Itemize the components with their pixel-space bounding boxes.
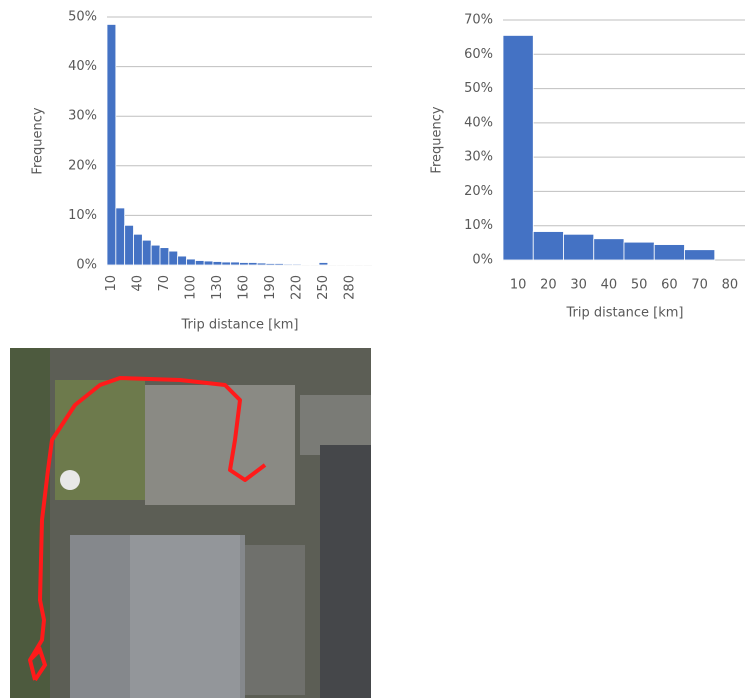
bar xyxy=(563,233,595,261)
bar xyxy=(177,255,187,266)
x-tick-label: 250 xyxy=(316,275,331,300)
bar xyxy=(256,262,267,266)
bar xyxy=(168,250,179,266)
bar xyxy=(133,233,143,266)
x-tick-label: 10 xyxy=(104,275,119,292)
y-tick-label: 70% xyxy=(464,13,493,28)
x-tick-label: 80 xyxy=(722,278,739,293)
y-tick-label: 0% xyxy=(472,253,493,268)
y-tick-label: 50% xyxy=(464,81,493,96)
y-tick-label: 40% xyxy=(68,59,97,74)
x-tick-label: 60 xyxy=(661,278,678,293)
x-tick-label: 40 xyxy=(601,278,618,293)
x-tick-label: 10 xyxy=(510,278,527,293)
bar xyxy=(221,261,232,266)
bar xyxy=(502,35,534,261)
bar xyxy=(194,260,205,266)
bar xyxy=(239,262,249,266)
bar xyxy=(212,261,223,266)
x-tick-label: 20 xyxy=(540,278,557,293)
x-tick-label: 30 xyxy=(570,278,587,293)
bar xyxy=(593,238,625,261)
x-tick-label: 70 xyxy=(157,275,172,292)
bar xyxy=(141,239,152,266)
y-tick-label: 20% xyxy=(68,158,97,173)
bar xyxy=(532,231,564,261)
bar xyxy=(247,262,258,266)
y-tick-label: 60% xyxy=(464,47,493,62)
y-tick-label: 40% xyxy=(464,115,493,130)
x-tick-label: 160 xyxy=(236,275,251,300)
bar xyxy=(203,260,214,266)
chart: 0% 10% 20% 30% 40% 50% 10 40 70 100 130 160 190 220 25… xyxy=(31,10,372,333)
bar xyxy=(623,241,655,261)
x-axis-title: Trip distance [km] xyxy=(181,318,299,333)
x-tick-label: 130 xyxy=(210,275,225,300)
x-tick-label: 220 xyxy=(289,275,304,300)
bar xyxy=(150,244,161,266)
bar xyxy=(292,263,302,266)
bar xyxy=(283,263,293,266)
y-tick-label: 30% xyxy=(464,150,493,165)
y-axis-title: Frequency xyxy=(31,107,46,174)
bar xyxy=(106,24,117,266)
chart: 0% 10% 20% 30% 40% 50% 60% 70% 10 20 30 40 50 60 70 80 F… xyxy=(430,13,745,321)
x-axis-title: Trip distance [km] xyxy=(566,306,684,321)
bar xyxy=(186,258,196,266)
bar xyxy=(274,263,285,266)
y-tick-label: 30% xyxy=(68,109,97,124)
bar xyxy=(124,224,134,266)
y-tick-label: 0% xyxy=(76,258,97,273)
bar xyxy=(653,244,685,261)
bar xyxy=(318,262,329,266)
x-tick-label: 70 xyxy=(691,278,708,293)
bar xyxy=(159,247,170,266)
bar xyxy=(684,249,716,261)
y-axis-title: Frequency xyxy=(430,106,445,173)
y-tick-label: 10% xyxy=(464,218,493,233)
x-tick-label: 280 xyxy=(342,275,357,300)
y-tick-label: 10% xyxy=(68,208,97,223)
x-tick-label: 40 xyxy=(130,275,145,292)
x-tick-label: 100 xyxy=(183,275,198,300)
y-tick-label: 50% xyxy=(68,10,97,25)
bar xyxy=(115,207,126,266)
x-tick-label: 190 xyxy=(263,275,278,300)
bar xyxy=(230,261,240,266)
y-tick-label: 20% xyxy=(464,184,493,199)
aerial-photo xyxy=(10,348,371,698)
x-tick-label: 50 xyxy=(631,278,648,293)
bar xyxy=(265,263,276,266)
